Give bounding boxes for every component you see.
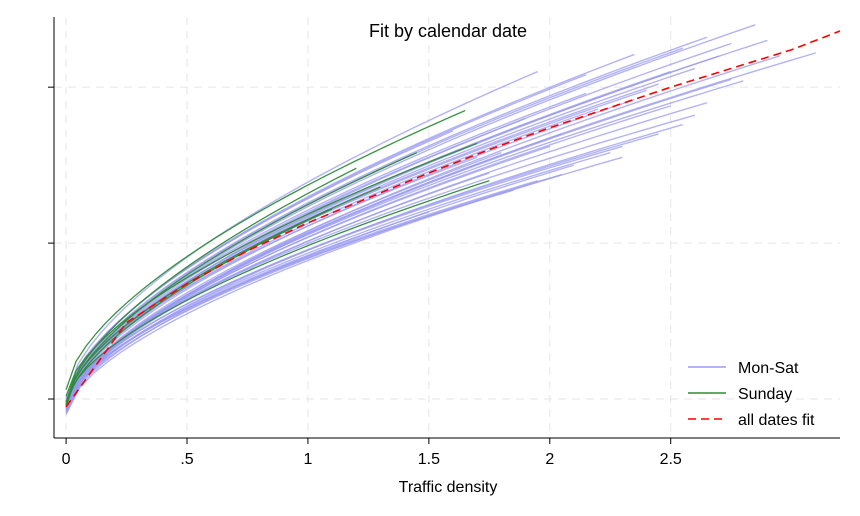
sunday-series-line [65,152,418,406]
x-tick-label: .5 [180,451,193,468]
mon-sat-series-line [65,117,526,404]
mon-sat-series-line [65,133,563,411]
x-tick-label: 2.5 [660,451,682,468]
x-axis-title: Traffic density [399,479,498,496]
grid [54,17,840,438]
x-tick-label: 1.5 [418,451,440,468]
mon-sat-series-line [65,145,623,405]
axes: 0 .5 1 1.5 2 2.5 [48,17,840,468]
all-dates-fit-line [65,30,841,408]
mon-sat-series-line [65,36,708,403]
mon-sat-series-line [65,152,502,409]
legend-label: all dates fit [738,412,815,429]
sunday-series-line [65,167,357,404]
mon-sat-series-line [65,24,756,406]
legend: Mon-Sat Sunday all dates fit [688,360,815,429]
x-tick-label: 1 [303,451,312,468]
legend-label: Sunday [738,386,792,403]
series-layer [65,24,841,415]
chart-title: Fit by calendar date [369,21,527,41]
mon-sat-series-line [65,105,671,409]
sunday-series-line [65,180,490,403]
mon-sat-series-line [65,151,611,408]
mon-sat-series-line [65,70,538,398]
mon-sat-series-line [65,98,635,408]
mon-sat-series-line [65,211,430,408]
x-tick-label: 0 [62,451,71,468]
x-tick-label: 2 [545,451,554,468]
sunday-series-line [65,109,466,390]
mon-sat-series-line [65,156,623,414]
legend-label: Mon-Sat [738,360,799,377]
mon-sat-series-line [65,92,587,403]
